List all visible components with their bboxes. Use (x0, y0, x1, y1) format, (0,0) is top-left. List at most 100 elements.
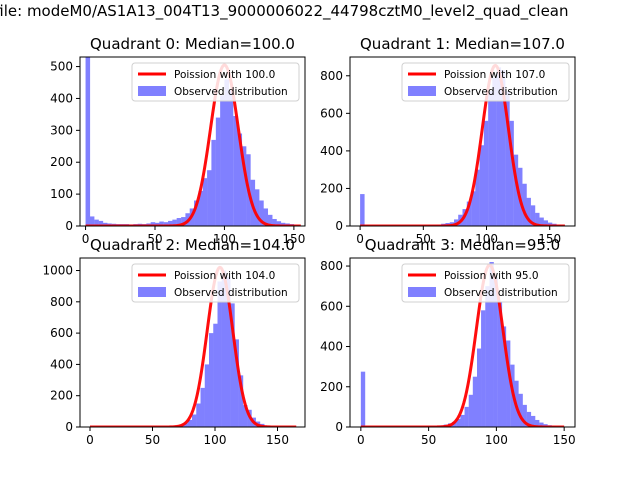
histogram-bar (196, 403, 201, 427)
histogram-bar (272, 218, 277, 226)
histogram-bar (238, 375, 244, 427)
histogram-bar (94, 219, 99, 226)
axes-frame (349, 56, 576, 227)
x-tick-label: 50 (421, 433, 436, 447)
poisson-curve (360, 263, 565, 427)
histogram-bar (267, 214, 273, 226)
quadrant-2-plot-area (90, 265, 297, 427)
legend-box (401, 62, 570, 102)
chart-title: Quadrant 2: Median=104.0 (90, 236, 295, 254)
histogram-bar (526, 197, 531, 226)
histogram-bar (280, 222, 286, 226)
histogram-bar (220, 95, 225, 226)
legend-entry-poisson: Poission with 100.0 (174, 69, 275, 81)
x-tick-label: 150 (538, 232, 561, 246)
legend: Poission with 104.0 Observed distribution (131, 263, 300, 303)
y-tick-label: 0 (335, 420, 343, 434)
quadrant-0-chart: 0 50 100 150 0 100 200 300 400 500 Quadrant 0: Med… (50, 35, 306, 246)
legend-entry-poisson: Poission with 104.0 (174, 270, 275, 282)
histogram-bar (209, 333, 214, 427)
histogram-bar (213, 323, 218, 427)
histogram-bar (543, 220, 548, 226)
x-tick-label: 0 (356, 232, 364, 246)
y-tick-label: 600 (320, 299, 343, 313)
chart-title: Quadrant 3: Median=95.0 (365, 236, 560, 254)
histogram-bar (489, 262, 494, 427)
legend-patch-swatch (408, 287, 436, 297)
histogram-bar (207, 170, 212, 226)
histogram-bar (500, 70, 506, 226)
histogram-bar (276, 221, 282, 226)
histogram-bar (506, 340, 511, 427)
legend-entry-observed: Observed distribution (174, 86, 288, 98)
histogram-bar (233, 115, 238, 226)
legend-entry-observed: Observed distribution (444, 86, 558, 98)
legend-entry-poisson: Poission with 107.0 (444, 69, 545, 81)
histogram-bar (535, 212, 540, 226)
histogram-bar (539, 217, 544, 226)
quadrant-1-plot-area (360, 63, 566, 226)
y-tick-label: 600 (50, 326, 73, 340)
legend-box (131, 263, 300, 303)
histogram-bar (522, 404, 527, 427)
histogram-bar (468, 394, 474, 427)
legend-patch-swatch (138, 287, 166, 297)
histogram-bar (150, 222, 156, 226)
x-tick-label: 50 (416, 232, 431, 246)
histogram-bar (483, 120, 489, 226)
histogram-bar (452, 421, 457, 427)
histogram-bar (168, 220, 173, 226)
x-tick-label: 150 (282, 232, 305, 246)
histogram-bar (539, 422, 544, 427)
histogram-bar (530, 205, 536, 226)
y-tick-label: 1000 (42, 264, 73, 278)
legend: Poission with 95.0 Observed distribution (401, 263, 570, 303)
histogram-bar (224, 79, 229, 226)
histogram-bar (194, 200, 199, 226)
poisson-curve (90, 265, 297, 427)
histogram-bar (89, 216, 95, 226)
histogram-bar (526, 411, 532, 427)
histogram-bar (547, 222, 553, 226)
poisson-curve (360, 63, 565, 226)
histogram-bar (472, 376, 478, 427)
y-tick-label: 200 (320, 380, 343, 394)
x-tick-label: 100 (213, 232, 236, 246)
histogram-bar (243, 405, 248, 427)
y-tick-label: 200 (50, 155, 73, 169)
y-tick-label: 500 (50, 60, 73, 74)
histogram-bar (522, 183, 527, 226)
histogram-bar (102, 222, 108, 226)
histogram-bar (211, 139, 216, 226)
histogram-bar (360, 194, 365, 226)
histogram-bar (228, 90, 234, 226)
y-tick-label: 800 (320, 69, 343, 83)
histogram-bar (241, 146, 247, 226)
axes-frame (349, 257, 576, 428)
y-tick-label: 0 (65, 219, 73, 233)
histogram-bar (492, 77, 497, 226)
x-tick-label: 150 (553, 433, 576, 447)
y-tick-label: 400 (320, 340, 343, 354)
axes-frame (79, 56, 306, 227)
histogram-bar (98, 220, 104, 226)
x-tick-label: 0 (357, 433, 365, 447)
histogram-bar (230, 303, 235, 427)
histogram-bar (234, 339, 239, 427)
legend-entry-observed: Observed distribution (174, 287, 288, 299)
histogram-bar (259, 200, 264, 226)
histogram-bar (488, 90, 493, 226)
histogram-bar (254, 189, 260, 226)
x-tick-label: 0 (82, 232, 90, 246)
x-tick-label: 100 (204, 433, 227, 447)
x-tick-label: 50 (147, 232, 162, 246)
x-tick-label: 50 (145, 433, 160, 447)
histogram-bar (263, 208, 269, 226)
histogram-bar (460, 414, 465, 427)
histogram-bar (204, 364, 210, 427)
quadrant-3-chart: 0 50 100 150 0 200 400 600 800 Quadrant 3: Median… (320, 236, 576, 447)
legend-box (401, 263, 570, 303)
histogram-bar (200, 387, 205, 427)
histogram-bar (187, 419, 193, 427)
